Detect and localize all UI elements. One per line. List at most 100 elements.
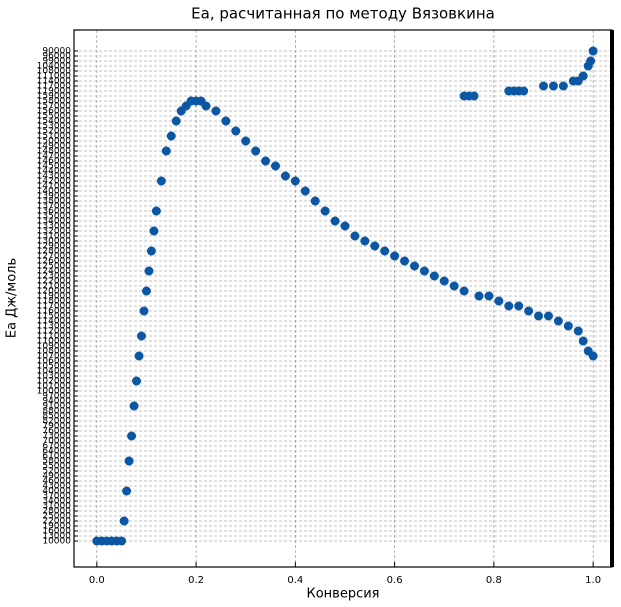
data-point [119, 516, 129, 526]
data-point [290, 176, 300, 186]
data-point [459, 286, 469, 296]
y-tick-label: 70000 [42, 437, 71, 447]
y-tick-label: 140000 [37, 187, 72, 197]
y-tick-label: 52000 [42, 467, 71, 477]
y-tick-label: 157000 [37, 102, 72, 112]
y-tick-label: 138000 [37, 197, 72, 207]
y-tick-label: 40000 [42, 487, 71, 497]
data-point [144, 266, 154, 276]
data-point [280, 171, 290, 181]
y-tick-label: 90000 [42, 47, 71, 57]
data-point [151, 206, 161, 216]
y-tick-label: 148000 [37, 147, 72, 157]
data-point [171, 116, 181, 126]
y-tick-label: 155000 [37, 112, 72, 122]
data-point [439, 276, 449, 286]
data-point [519, 86, 529, 96]
data-point [474, 291, 484, 301]
y-tick-label: 113000 [37, 322, 72, 332]
y-tick-label: 122000 [37, 277, 72, 287]
data-point [504, 301, 514, 311]
y-tick-label: 43000 [42, 482, 71, 492]
y-tick-label: 115000 [37, 312, 72, 322]
y-tick-label: 108000 [37, 347, 72, 357]
data-point [400, 256, 410, 266]
y-tick-label: 67000 [42, 442, 71, 452]
y-tick-label: 119000 [37, 292, 72, 302]
y-tick-label: 104000 [37, 62, 72, 72]
y-tick-label: 107000 [37, 352, 72, 362]
y-tick-label: 156000 [37, 107, 72, 117]
data-point [484, 291, 494, 301]
y-tick-label: 34000 [42, 497, 71, 507]
data-point [578, 336, 588, 346]
data-point [469, 91, 479, 101]
y-tick-label: 55000 [42, 462, 71, 472]
y-tick-label: 61000 [42, 452, 71, 462]
y-tick-label: 97000 [42, 392, 71, 402]
data-point [129, 401, 139, 411]
y-tick-label: 111000 [37, 332, 72, 342]
data-point [360, 236, 370, 246]
data-point [231, 126, 241, 136]
data-point [146, 246, 156, 256]
data-point [578, 71, 588, 81]
y-tick-label: 118000 [37, 297, 72, 307]
y-tick-label: 130000 [37, 237, 72, 247]
data-point [548, 81, 558, 91]
data-point [380, 246, 390, 256]
y-tick-label: 123000 [37, 272, 72, 282]
y-tick-label: 124000 [37, 267, 72, 277]
y-tick-label: 106000 [37, 357, 72, 367]
y-tick-label: 19000 [42, 522, 71, 532]
y-tick-label: 46000 [42, 477, 71, 487]
y-tick-label: 151000 [37, 132, 72, 142]
y-tick-label: 121000 [37, 282, 72, 292]
y-tick-label: 108000 [37, 67, 72, 77]
y-tick-label: 37000 [42, 492, 71, 502]
y-tick-label: 102000 [37, 377, 72, 387]
y-tick-label: 119000 [37, 87, 72, 97]
y-tick-label: 82000 [42, 417, 71, 427]
data-point [124, 456, 134, 466]
data-point [514, 301, 524, 311]
y-tick-label: 142000 [37, 177, 72, 187]
data-point [251, 146, 261, 156]
data-point [161, 146, 171, 156]
y-tick-label: 141000 [37, 182, 72, 192]
data-point [409, 261, 419, 271]
y-tick-label: 104000 [37, 367, 72, 377]
y-tick-label: 149000 [37, 142, 72, 152]
data-point [586, 56, 596, 66]
y-tick-label: 91000 [42, 402, 71, 412]
data-point [149, 226, 159, 236]
y-tick-label: 117000 [37, 82, 72, 92]
plot-frame [73, 29, 613, 568]
y-tick-label: 144000 [37, 167, 72, 177]
y-tick-label: 132000 [37, 227, 72, 237]
data-point [320, 206, 330, 216]
y-tick-label: 129000 [37, 242, 72, 252]
data-point [588, 46, 598, 56]
y-tick-label: 133000 [37, 222, 72, 232]
y-tick-label: 58000 [42, 457, 71, 467]
y-tick-label: 22000 [42, 517, 71, 527]
y-tick-label: 117000 [37, 302, 72, 312]
y-tick-label: 137000 [37, 202, 72, 212]
y-tick-label: 96000 [42, 52, 71, 62]
data-point [524, 306, 534, 316]
y-tick-label: 159000 [37, 92, 72, 102]
data-point [310, 196, 320, 206]
y-tick-label: 64000 [42, 447, 71, 457]
y-tick-label: 114000 [37, 317, 72, 327]
data-point [261, 156, 271, 166]
y-tick-label: 116000 [37, 307, 72, 317]
data-point [221, 116, 231, 126]
y-tick-label: 150000 [37, 137, 72, 147]
data-point [241, 136, 251, 146]
y-tick-label: 79000 [42, 422, 71, 432]
chart-title: Ea, расчитанная по методу Вязовкина [191, 5, 495, 23]
data-point [543, 311, 553, 321]
data-point [494, 296, 504, 306]
data-point [390, 251, 400, 261]
